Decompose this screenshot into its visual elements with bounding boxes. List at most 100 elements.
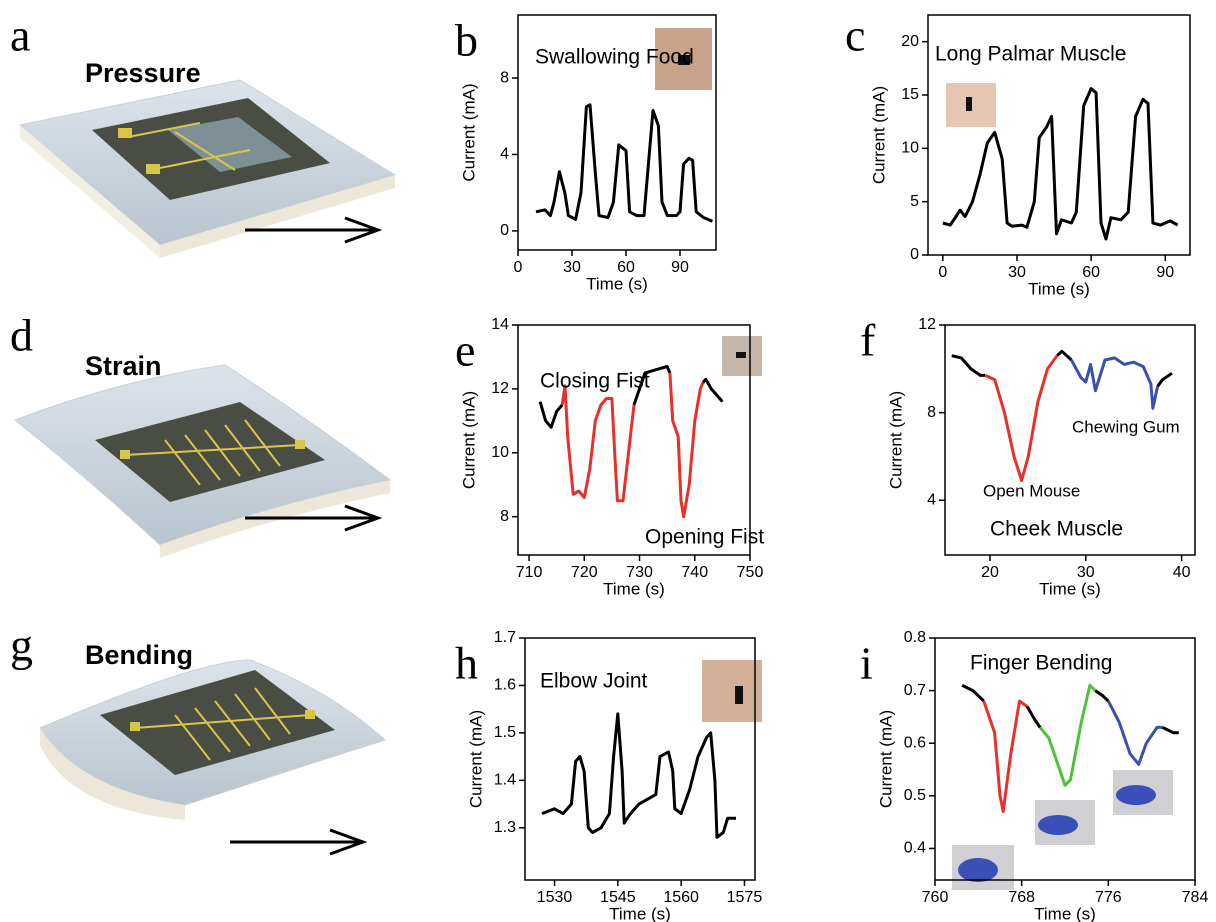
y-tick-label: 1.7: [494, 629, 516, 646]
data-line: [982, 699, 1028, 814]
plot-frame: [934, 637, 1196, 881]
y-tick-label: 0.5: [904, 787, 926, 804]
data-line: [668, 372, 705, 519]
x-axis-label: Time (s): [603, 579, 665, 598]
y-tick-label: 4: [927, 491, 936, 508]
y-tick-label: 14: [491, 316, 509, 333]
panel-letter: d: [10, 310, 33, 361]
data-line: [1106, 700, 1163, 766]
annotation: Open Mouse: [983, 481, 1080, 500]
panel-letter: i: [860, 638, 873, 689]
x-tick-label: 90: [1156, 264, 1174, 281]
x-tick-label: 60: [1082, 264, 1100, 281]
data-line: [984, 354, 1059, 482]
data-line: [538, 401, 564, 429]
x-tick-label: 40: [1173, 564, 1191, 581]
y-tick-label: 1.4: [494, 772, 516, 789]
x-tick-label: 1575: [727, 889, 763, 906]
y-tick-label: 5: [910, 193, 919, 210]
annotation: Swallowing Food: [535, 46, 694, 69]
x-axis-label: Time (s): [1034, 904, 1096, 922]
data-line: [942, 87, 1179, 241]
annotation: Opening Fist: [645, 526, 764, 549]
y-tick-label: 0.8: [904, 629, 926, 646]
y-tick-label: 1.3: [494, 819, 516, 836]
x-tick-label: 1560: [663, 889, 699, 906]
panel-letter: f: [860, 315, 876, 366]
y-axis-label: Current (mA): [466, 710, 485, 808]
device-pressure: [18, 79, 397, 258]
x-tick-label: 740: [681, 564, 708, 581]
plot-frame: [517, 324, 751, 556]
y-tick-label: 8: [927, 404, 936, 421]
data-line: [701, 377, 724, 403]
device-bending: [39, 659, 386, 856]
y-axis-label: Current (mA): [886, 391, 905, 489]
x-tick-label: 1545: [600, 889, 636, 906]
y-axis-label: Current (mA): [876, 710, 895, 808]
panel-title: Pressure: [85, 58, 201, 88]
inset-photos: [655, 28, 1173, 890]
plot-frame: [517, 14, 717, 251]
device-strain: [14, 364, 392, 558]
x-tick-label: 20: [981, 564, 999, 581]
y-tick-label: 8: [500, 69, 509, 86]
plot-frame: [944, 324, 1196, 556]
y-tick-label: 20: [901, 33, 919, 50]
x-tick-label: 30: [1077, 564, 1095, 581]
x-tick-label: 0: [938, 264, 947, 281]
data-line: [951, 354, 986, 377]
y-tick-label: 12: [918, 316, 936, 333]
data-line: [1025, 705, 1042, 729]
panel-letter: g: [10, 620, 33, 671]
x-tick-label: 90: [671, 259, 689, 276]
y-axis-label: Current (mA): [459, 391, 478, 489]
x-axis-label: Time (s): [1028, 279, 1090, 298]
data-line: [1161, 726, 1179, 735]
x-tick-label: 760: [922, 889, 949, 906]
y-tick-label: 15: [901, 86, 919, 103]
x-axis-label: Time (s): [609, 904, 671, 922]
y-tick-label: 0: [500, 222, 509, 239]
data-line: [632, 365, 672, 406]
panel-letter: c: [845, 10, 865, 61]
panel-letter: b: [455, 15, 478, 66]
x-tick-label: 30: [1008, 264, 1026, 281]
x-tick-label: 710: [516, 564, 543, 581]
y-tick-label: 1.5: [494, 724, 516, 741]
y-axis-label: Current (mA): [459, 83, 478, 181]
x-tick-label: 784: [1182, 889, 1209, 906]
y-tick-label: 1.6: [494, 677, 516, 694]
x-tick-label: 776: [1095, 889, 1122, 906]
data-line: [1070, 356, 1160, 410]
y-tick-label: 0.7: [904, 682, 926, 699]
y-tick-label: 10: [491, 444, 509, 461]
y-tick-label: 12: [491, 380, 509, 397]
x-axis-label: Time (s): [586, 274, 648, 293]
x-axis-label: Time (s): [1039, 579, 1101, 598]
data-line: [1156, 371, 1173, 388]
annotation: Elbow Joint: [540, 670, 648, 693]
data-line: [1094, 689, 1110, 703]
x-tick-label: 60: [617, 259, 635, 276]
y-tick-label: 0.4: [904, 840, 926, 857]
data-line: [535, 103, 713, 223]
data-line: [1038, 683, 1097, 787]
data-line: [1056, 349, 1073, 362]
y-tick-label: 0.6: [904, 734, 926, 751]
annotation: Chewing Gum: [1072, 417, 1180, 436]
data-line: [560, 384, 636, 503]
y-axis-label: Current (mA): [869, 86, 888, 184]
y-tick-label: 10: [901, 140, 919, 157]
annotation: Closing Fist: [540, 370, 650, 393]
panel-letter: h: [455, 638, 478, 689]
x-tick-label: 30: [563, 259, 581, 276]
x-tick-label: 750: [737, 564, 764, 581]
data-line: [541, 712, 736, 839]
y-tick-label: 0: [910, 246, 919, 263]
x-tick-label: 730: [626, 564, 653, 581]
data-line: [961, 683, 985, 703]
plot-frame: [927, 14, 1191, 256]
annotation: Finger Bending: [970, 652, 1112, 675]
